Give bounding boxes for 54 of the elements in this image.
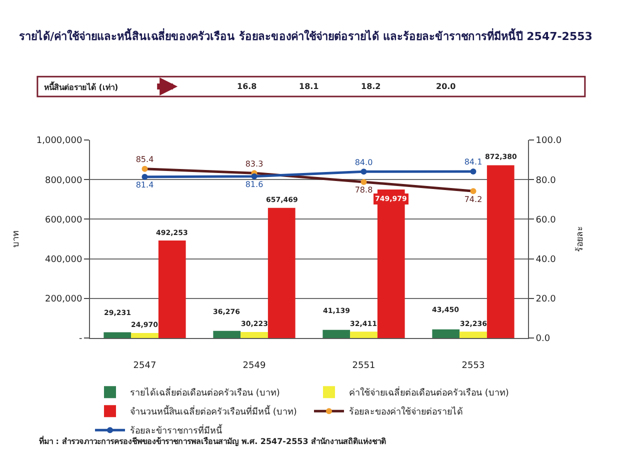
bar xyxy=(432,329,460,338)
text: 18.1 xyxy=(299,82,320,91)
data-label: 81.6 xyxy=(245,180,264,190)
y2-axis-title: ร้อยละ xyxy=(574,226,586,252)
y-tick-label: 1,000,000 xyxy=(36,136,82,146)
bar xyxy=(240,332,268,338)
point xyxy=(360,168,367,175)
bar xyxy=(486,165,514,338)
legend-label: จำนวนหนี้สินเฉลี่ยต่อครัวเรือนที่มีหนี้ (บาท) xyxy=(130,404,297,418)
point xyxy=(251,173,258,180)
legend-label: ร้อยละของค่าใช้จ่ายต่อรายได้ xyxy=(349,406,463,418)
data-label: 81.4 xyxy=(136,180,154,190)
bar xyxy=(322,330,350,338)
text: 16.8 xyxy=(237,82,258,91)
bar xyxy=(213,330,241,338)
x-tick-label: 2547 xyxy=(133,360,156,371)
data-label: 84.0 xyxy=(354,158,373,167)
data-label: 84.1 xyxy=(464,158,482,167)
y-tick-label: - xyxy=(78,334,82,344)
data-label: 85.4 xyxy=(136,155,154,164)
y-tick-label: 200,000 xyxy=(44,294,82,305)
y-tick-label: 600,000 xyxy=(44,215,82,226)
y2-tick-label: 40.0 xyxy=(536,254,556,265)
legend-label: ร้อยละข้าราชการที่มีหนี้ xyxy=(130,424,223,437)
bar xyxy=(377,190,405,338)
legend-label: ค่าใช้จ่ายเฉลี่ยต่อเดือนต่อครัวเรือน (บาท) xyxy=(349,386,509,399)
bar xyxy=(268,208,296,338)
y2-tick-label: 0.0 xyxy=(536,334,550,344)
data-label: 78.8 xyxy=(354,186,373,195)
bar xyxy=(460,332,487,338)
data-label: 74.2 xyxy=(464,194,482,204)
y2-tick-label: 20.0 xyxy=(536,294,556,305)
y-tick-label: 800,000 xyxy=(44,176,82,186)
chart-title: รายได้/ค่าใช้จ่ายและหนี้สินเฉลี่ยของครัวเรือน ร้อยละของค่าใช้จ่ายต่อรายได้ และร้อยละข้าราชการที่มีหนี้ปี 2547-2553 xyxy=(19,28,592,44)
y2-tick-label: 80.0 xyxy=(536,176,556,186)
text: 18.2 xyxy=(361,82,381,91)
x-tick-label: 2549 xyxy=(242,360,266,371)
text: 20.0 xyxy=(436,82,456,91)
data-label: 83.3 xyxy=(245,159,264,168)
bar xyxy=(104,332,132,338)
y-axis-title: บาท xyxy=(12,230,22,248)
y-tick-label: 400,000 xyxy=(44,254,82,265)
point xyxy=(142,174,148,180)
x-tick-label: 2553 xyxy=(462,360,485,371)
point xyxy=(470,168,476,174)
text: หนี้สินต่อรายได้ (เท่า) xyxy=(44,81,118,92)
bar xyxy=(158,240,186,338)
text: ที่มา : สำรวจภาวะการครองชีพของข้าราชการพลเรือนสามัญ พ.ศ. 2547-2553 สำนักงานสถิติแห่งชาติ xyxy=(39,435,386,447)
bar xyxy=(131,333,158,338)
y2-tick-label: 100.0 xyxy=(536,136,562,146)
legend-label: รายได้เฉลี่ยต่อเดือนต่อครัวเรือน (บาท) xyxy=(130,386,280,399)
x-tick-label: 2551 xyxy=(352,360,376,371)
y2-tick-label: 60.0 xyxy=(536,215,556,226)
bar xyxy=(350,332,378,338)
